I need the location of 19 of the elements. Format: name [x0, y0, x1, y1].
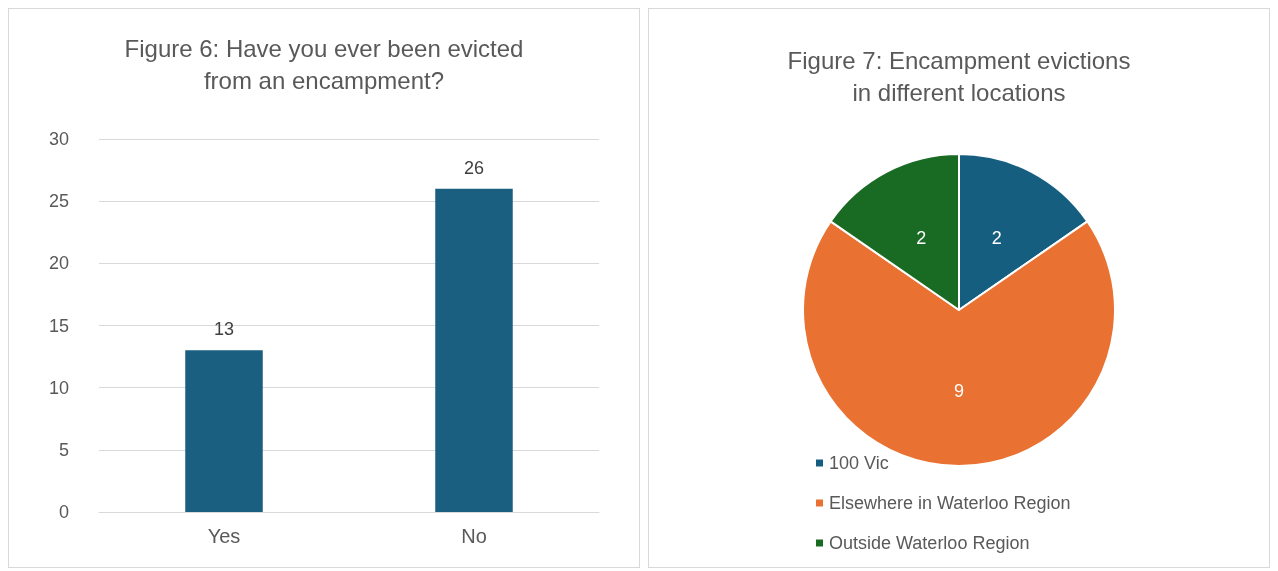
- y-tick-label: 25: [48, 191, 69, 212]
- y-tick-label: 5: [58, 439, 69, 460]
- chart-title: Figure 7: Encampment evictions in different locations: [787, 46, 1131, 106]
- data-label: 2: [991, 228, 1002, 249]
- x-tick-label: Yes: [207, 525, 241, 547]
- legend-label: 100 Vic: [829, 453, 889, 473]
- legend-label: Outside Waterloo Region: [829, 533, 1030, 553]
- data-label: 13: [213, 319, 235, 340]
- y-tick-label: 0: [58, 502, 69, 522]
- y-tick-label: 10: [48, 377, 69, 398]
- chart-title: Figure 6: Have you ever been evicted from an encampment?: [124, 34, 524, 94]
- y-tick-label: 15: [48, 315, 69, 336]
- y-tick-label: 30: [48, 129, 69, 149]
- data-label: 26: [463, 157, 485, 178]
- y-tick-label: 20: [48, 253, 69, 274]
- data-label: 9: [953, 381, 965, 401]
- data-label: 2: [916, 228, 927, 249]
- x-tick-label: No: [461, 525, 487, 547]
- legend-label: Elsewhere in Waterloo Region: [829, 493, 1071, 513]
